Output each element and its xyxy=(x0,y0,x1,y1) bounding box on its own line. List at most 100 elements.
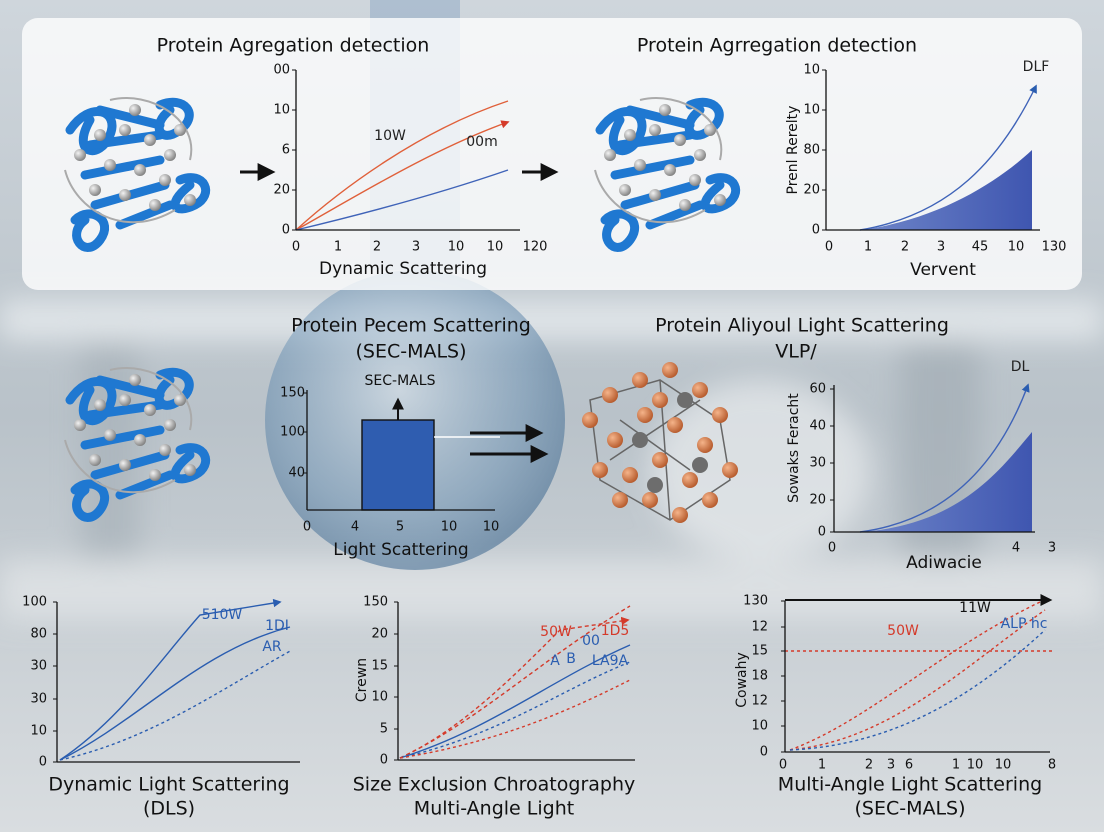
y-axis-label: Cowahy xyxy=(734,652,750,708)
y-tick-label: 30 xyxy=(30,659,47,674)
x-tick-label: 2 xyxy=(901,240,909,255)
y-tick-label: 0 xyxy=(818,525,826,540)
y-tick-label: 60 xyxy=(809,382,826,397)
y-tick-label: 10 xyxy=(371,690,388,705)
x-tick-label: 4 xyxy=(1012,541,1020,556)
y-axis-label: Crewn xyxy=(354,658,370,702)
x-tick-label: 0 xyxy=(303,520,311,535)
panel-caption: Multi-Angle Light Scattering xyxy=(778,774,1042,796)
y-tick-label: 0 xyxy=(39,755,47,770)
y-tick-label: 20 xyxy=(273,183,290,198)
y-tick-label: 12 xyxy=(751,694,768,709)
y-tick-label: 20 xyxy=(803,183,820,198)
annotation: 50W xyxy=(887,623,919,639)
x-tick-label: 1 xyxy=(818,758,826,773)
annotation: 00 xyxy=(582,633,600,649)
y-tick-label: 100 xyxy=(280,425,305,440)
x-tick-label: 1 xyxy=(864,240,872,255)
y-tick-label: 5 xyxy=(380,722,388,737)
x-tick-label: 2 xyxy=(865,758,873,773)
panel-caption: (DLS) xyxy=(143,798,195,820)
x-tick-label: 3 xyxy=(937,240,945,255)
lab-blur xyxy=(0,300,1104,620)
x-tick-label: 0 xyxy=(292,240,300,255)
y-tick-label: 12 xyxy=(751,620,768,635)
curves xyxy=(59,84,1055,761)
panel-title: Protein Agrregation detection xyxy=(637,35,917,57)
annotation: 00m xyxy=(466,134,497,150)
x-tick-label: 10 xyxy=(448,240,465,255)
y-tick-label: 100 xyxy=(22,595,47,610)
y-tick-label: 80 xyxy=(30,627,47,642)
y-tick-label: 150 xyxy=(280,386,305,401)
panel-caption: Multi-Angle Light xyxy=(414,798,574,820)
y-tick-label: 30 xyxy=(30,692,47,707)
y-tick-label: 10 xyxy=(803,103,820,118)
panel-title: Protein Agregation detection xyxy=(157,35,430,57)
x-tick-label: 1 xyxy=(334,240,342,255)
y-tick-label: 10 xyxy=(751,719,768,734)
y-tick-label: 130 xyxy=(743,594,768,609)
y-tick-label: 30 xyxy=(809,456,826,471)
annotation: A xyxy=(550,653,560,669)
y-tick-label: 00 xyxy=(273,63,290,78)
x-tick-label: 0 xyxy=(825,240,833,255)
y-tick-label: 10 xyxy=(803,63,820,78)
x-tick-label: 3 xyxy=(887,758,895,773)
annotation: DL xyxy=(1011,359,1030,375)
y-tick-label: 80 xyxy=(803,143,820,158)
x-tick-label: 130 xyxy=(1042,240,1067,255)
panel-caption: Dynamic Light Scattering xyxy=(48,774,289,796)
y-tick-label: 0 xyxy=(760,745,768,760)
aggregate-illustration xyxy=(582,362,738,523)
annotation: 50W xyxy=(540,624,572,640)
annotation: 11W xyxy=(959,600,991,616)
y-tick-label: 0 xyxy=(380,753,388,768)
y-tick-label: 20 xyxy=(371,627,388,642)
y-axis-label: Sowaks Feracht xyxy=(786,393,802,503)
annotation: 1DI xyxy=(265,618,289,634)
panel-caption: (SEC-MALS) xyxy=(854,798,965,820)
y-tick-label: 6 xyxy=(282,143,290,158)
y-tick-label: 15 xyxy=(371,659,388,674)
x-axis-label: Dynamic Scattering xyxy=(319,259,487,279)
x-tick-label: 3 xyxy=(412,240,420,255)
x-tick-label: 8 xyxy=(1048,758,1056,773)
x-tick-label: 10 xyxy=(967,758,984,773)
annotation: 1D5 xyxy=(601,623,630,639)
y-tick-label: 20 xyxy=(809,493,826,508)
x-tick-label: 0 xyxy=(828,541,836,556)
annotation: 510W xyxy=(202,607,243,623)
x-tick-label: 10 xyxy=(995,758,1012,773)
y-tick-label: 10 xyxy=(30,724,47,739)
x-axis-label: Adiwacie xyxy=(906,553,982,573)
annotation: AR xyxy=(262,639,282,655)
panel-title: Protein Pecem Scattering xyxy=(291,315,531,337)
top-panel xyxy=(22,18,1082,290)
y-tick-label: 18 xyxy=(751,669,768,684)
y-tick-label: 40 xyxy=(288,466,305,481)
annotation: B xyxy=(566,651,576,667)
x-tick-label: 2 xyxy=(373,240,381,255)
panel-title: Protein Aliyoul Light Scattering xyxy=(655,315,949,337)
panel-subtitle: VLP/ xyxy=(775,341,817,363)
x-tick-label: 0 xyxy=(779,758,787,773)
x-tick-label: 5 xyxy=(396,520,404,535)
x-tick-label: 6 xyxy=(905,758,913,773)
flow-arrows xyxy=(240,163,559,463)
x-tick-label: 10 xyxy=(441,520,458,535)
panel-caption: Size Exclusion Chroatography xyxy=(353,774,636,796)
annotation: SEC-MALS xyxy=(365,373,436,389)
x-tick-label: 45 xyxy=(972,240,989,255)
x-axis-label: Light Scattering xyxy=(333,540,468,560)
x-tick-label: 4 xyxy=(351,520,359,535)
x-tick-label: 10 xyxy=(483,520,500,535)
annotation: LA9A xyxy=(592,653,629,669)
y-tick-label: 0 xyxy=(812,223,820,238)
annotation: ALP hc xyxy=(1001,616,1048,632)
y-tick-label: 150 xyxy=(363,595,388,610)
x-tick-label: 10 xyxy=(487,240,504,255)
x-tick-label: 3 xyxy=(1048,541,1056,556)
y-tick-label: 40 xyxy=(809,419,826,434)
